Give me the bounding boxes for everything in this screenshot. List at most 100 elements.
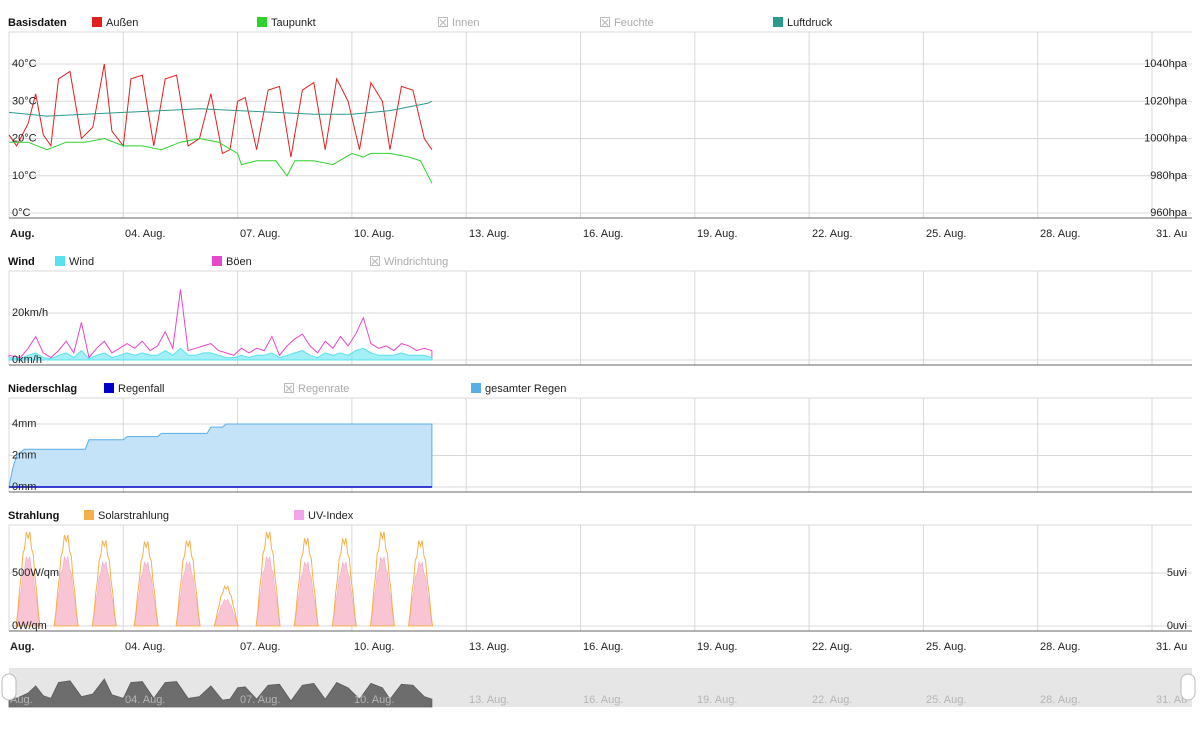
legend-label-taupunkt: Taupunkt bbox=[271, 17, 316, 29]
legend-swatch-innen bbox=[438, 17, 448, 27]
xtick-1-7: 22. Aug. bbox=[812, 641, 852, 653]
xtick-0-3: 10. Aug. bbox=[354, 228, 394, 240]
ytick-left-basisdaten: 40°C bbox=[12, 58, 37, 70]
legend-label-uv: UV-Index bbox=[308, 510, 354, 522]
ytick-left-basisdaten: 20°C bbox=[12, 133, 37, 145]
xtick-0-4: 13. Aug. bbox=[469, 228, 509, 240]
ytick-right-strahlung: 0uvi bbox=[1167, 620, 1187, 632]
panel-title-niederschlag: Niederschlag bbox=[8, 383, 77, 395]
ytick-left-basisdaten: 30°C bbox=[12, 95, 37, 107]
xtick-0-7: 22. Aug. bbox=[812, 228, 852, 240]
legend-label-innen: Innen bbox=[452, 17, 480, 29]
legend-label-gesamter_regen: gesamter Regen bbox=[485, 383, 566, 395]
ytick-left-niederschlag: 4mm bbox=[12, 418, 36, 430]
ytick-right-basisdaten: 980hpa bbox=[1150, 170, 1188, 182]
navigator-silhouette bbox=[8, 678, 433, 708]
navigator-handle-left-body[interactable] bbox=[1, 673, 17, 701]
legend-label-windrichtung: Windrichtung bbox=[384, 256, 448, 268]
legend-label-wind: Wind bbox=[69, 256, 94, 268]
xtick-0-2: 07. Aug. bbox=[240, 228, 280, 240]
legend-swatch-cross-innen bbox=[439, 19, 447, 26]
navigator-handle-right[interactable] bbox=[1180, 673, 1196, 701]
xtick-0-0: Aug. bbox=[10, 228, 34, 240]
xtick-0-9: 28. Aug. bbox=[1040, 228, 1080, 240]
legend-swatch-regenfall bbox=[104, 383, 114, 393]
ytick-right-basisdaten: 1000hpa bbox=[1144, 133, 1188, 145]
legend-swatch-feuchte bbox=[600, 17, 610, 27]
legend-label-feuchte: Feuchte bbox=[614, 17, 654, 29]
xtick-1-10: 31. Au bbox=[1156, 641, 1187, 653]
ytick-right-basisdaten: 1020hpa bbox=[1144, 95, 1188, 107]
panel-title-strahlung: Strahlung bbox=[8, 510, 59, 522]
xtick-0-10: 31. Au bbox=[1156, 228, 1187, 240]
ytick-left-wind: 0km/h bbox=[12, 354, 42, 366]
legend-swatch-solar bbox=[84, 510, 94, 520]
navigator-handle-left[interactable] bbox=[1, 673, 17, 701]
xtick-1-1: 04. Aug. bbox=[125, 641, 165, 653]
navigator-tick-7: 22. Aug. bbox=[812, 694, 852, 706]
series-area-wind bbox=[8, 347, 433, 361]
ytick-left-wind: 20km/h bbox=[12, 307, 48, 319]
legend-swatch-taupunkt bbox=[257, 17, 267, 27]
panel-title-wind: Wind bbox=[8, 256, 35, 268]
navigator-tick-9: 28. Aug. bbox=[1040, 694, 1080, 706]
navigator-tick-1: 04. Aug. bbox=[125, 694, 165, 706]
xtick-0-6: 19. Aug. bbox=[697, 228, 737, 240]
legend-label-aussen: Außen bbox=[106, 17, 138, 29]
ytick-left-strahlung: 0W/qm bbox=[12, 620, 47, 632]
ytick-right-strahlung: 5uvi bbox=[1167, 567, 1187, 579]
navigator-tick-2: 07. Aug. bbox=[240, 694, 280, 706]
navigator-tick-5: 16. Aug. bbox=[583, 694, 623, 706]
legend-swatch-windrichtung bbox=[370, 256, 380, 266]
legend-label-solar: Solarstrahlung bbox=[98, 510, 169, 522]
ytick-left-niederschlag: 0mm bbox=[12, 481, 36, 493]
navigator-tick-6: 19. Aug. bbox=[697, 694, 737, 706]
navigator-handle-right-body[interactable] bbox=[1180, 673, 1196, 701]
xtick-1-2: 07. Aug. bbox=[240, 641, 280, 653]
legend-swatch-uv bbox=[294, 510, 304, 520]
series-line-aussen bbox=[8, 63, 433, 158]
navigator-tick-10: 31. Au bbox=[1156, 694, 1187, 706]
ytick-right-basisdaten: 1040hpa bbox=[1144, 58, 1188, 70]
legend-label-regenrate: Regenrate bbox=[298, 383, 349, 395]
xtick-1-8: 25. Aug. bbox=[926, 641, 966, 653]
legend-swatch-cross-feuchte bbox=[601, 19, 609, 26]
xtick-1-9: 28. Aug. bbox=[1040, 641, 1080, 653]
legend-swatch-cross-regenrate bbox=[285, 385, 293, 392]
series-area-uv bbox=[15, 556, 433, 627]
navigator-tick-8: 25. Aug. bbox=[926, 694, 966, 706]
legend-swatch-aussen bbox=[92, 17, 102, 27]
navigator-tick-4: 13. Aug. bbox=[469, 694, 509, 706]
series-area-gesamter-regen bbox=[8, 423, 433, 488]
legend-swatch-wind bbox=[55, 256, 65, 266]
series-area-boeen bbox=[8, 289, 433, 361]
legend-swatch-luftdruck bbox=[773, 17, 783, 27]
series-line-solar bbox=[15, 531, 434, 627]
ytick-left-basisdaten: 10°C bbox=[12, 170, 37, 182]
series-line-luftdruck bbox=[8, 100, 433, 117]
legend-label-boeen: Böen bbox=[226, 256, 252, 268]
xtick-0-1: 04. Aug. bbox=[125, 228, 165, 240]
xtick-1-6: 19. Aug. bbox=[697, 641, 737, 653]
xtick-1-5: 16. Aug. bbox=[583, 641, 623, 653]
xtick-1-3: 10. Aug. bbox=[354, 641, 394, 653]
navigator-tick-3: 10. Aug. bbox=[354, 694, 394, 706]
xtick-0-5: 16. Aug. bbox=[583, 228, 623, 240]
ytick-left-basisdaten: 0°C bbox=[12, 207, 31, 219]
legend-label-regenfall: Regenfall bbox=[118, 383, 164, 395]
ytick-left-strahlung: 500W/qm bbox=[12, 567, 59, 579]
xtick-1-4: 13. Aug. bbox=[469, 641, 509, 653]
ytick-right-basisdaten: 960hpa bbox=[1150, 207, 1188, 219]
ytick-left-niederschlag: 2mm bbox=[12, 450, 36, 462]
xtick-1-0: Aug. bbox=[10, 641, 34, 653]
legend-swatch-gesamter_regen bbox=[471, 383, 481, 393]
panel-title-basisdaten: Basisdaten bbox=[8, 17, 67, 29]
xtick-0-8: 25. Aug. bbox=[926, 228, 966, 240]
legend-label-luftdruck: Luftdruck bbox=[787, 17, 833, 29]
navigator-tick-0: Aug. bbox=[10, 694, 33, 706]
legend-swatch-regenrate bbox=[284, 383, 294, 393]
legend-swatch-boeen bbox=[212, 256, 222, 266]
legend-swatch-cross-windrichtung bbox=[371, 258, 379, 265]
series-line-taupunkt bbox=[9, 137, 433, 184]
